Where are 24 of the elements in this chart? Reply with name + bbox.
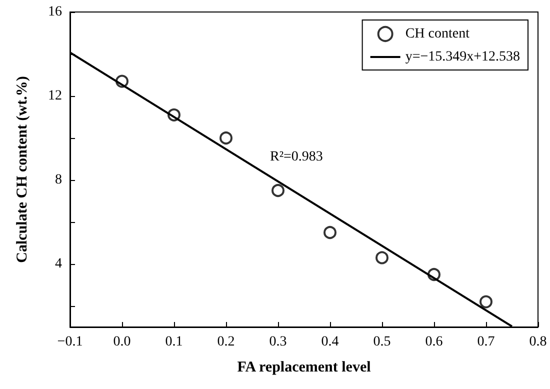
annotation: R²=0.983 <box>270 150 323 164</box>
x-axis-title: FA replacement level <box>237 360 371 376</box>
point <box>480 295 492 308</box>
x-tick-label: 0.8 <box>529 334 547 350</box>
x-tick-label: 0.3 <box>269 334 287 350</box>
x-tick-label: 0.0 <box>113 334 131 350</box>
x-tick-label: 0.6 <box>425 334 443 350</box>
point <box>220 132 232 144</box>
legend-label: CH content <box>405 26 470 42</box>
y-tick-label: 12 <box>48 88 62 104</box>
x-tick-label: 0.4 <box>321 334 339 350</box>
point <box>272 184 284 197</box>
x-tick-label: 0.2 <box>217 334 235 350</box>
y-axis-title: Calculate CH content (wt.%) <box>14 76 30 263</box>
x-tick-label: 0.5 <box>373 334 391 350</box>
x-tick-label: 0.7 <box>477 334 495 350</box>
point <box>376 251 388 264</box>
legend-label: y=−15.349x+12.538 <box>405 50 520 64</box>
y-tick-label: 4 <box>55 256 62 272</box>
y-tick-label: 16 <box>48 4 62 20</box>
point <box>324 226 336 239</box>
x-tick-label: −0.1 <box>57 334 83 350</box>
x-tick-label: 0.1 <box>165 334 183 350</box>
y-tick-label: 8 <box>55 172 62 188</box>
